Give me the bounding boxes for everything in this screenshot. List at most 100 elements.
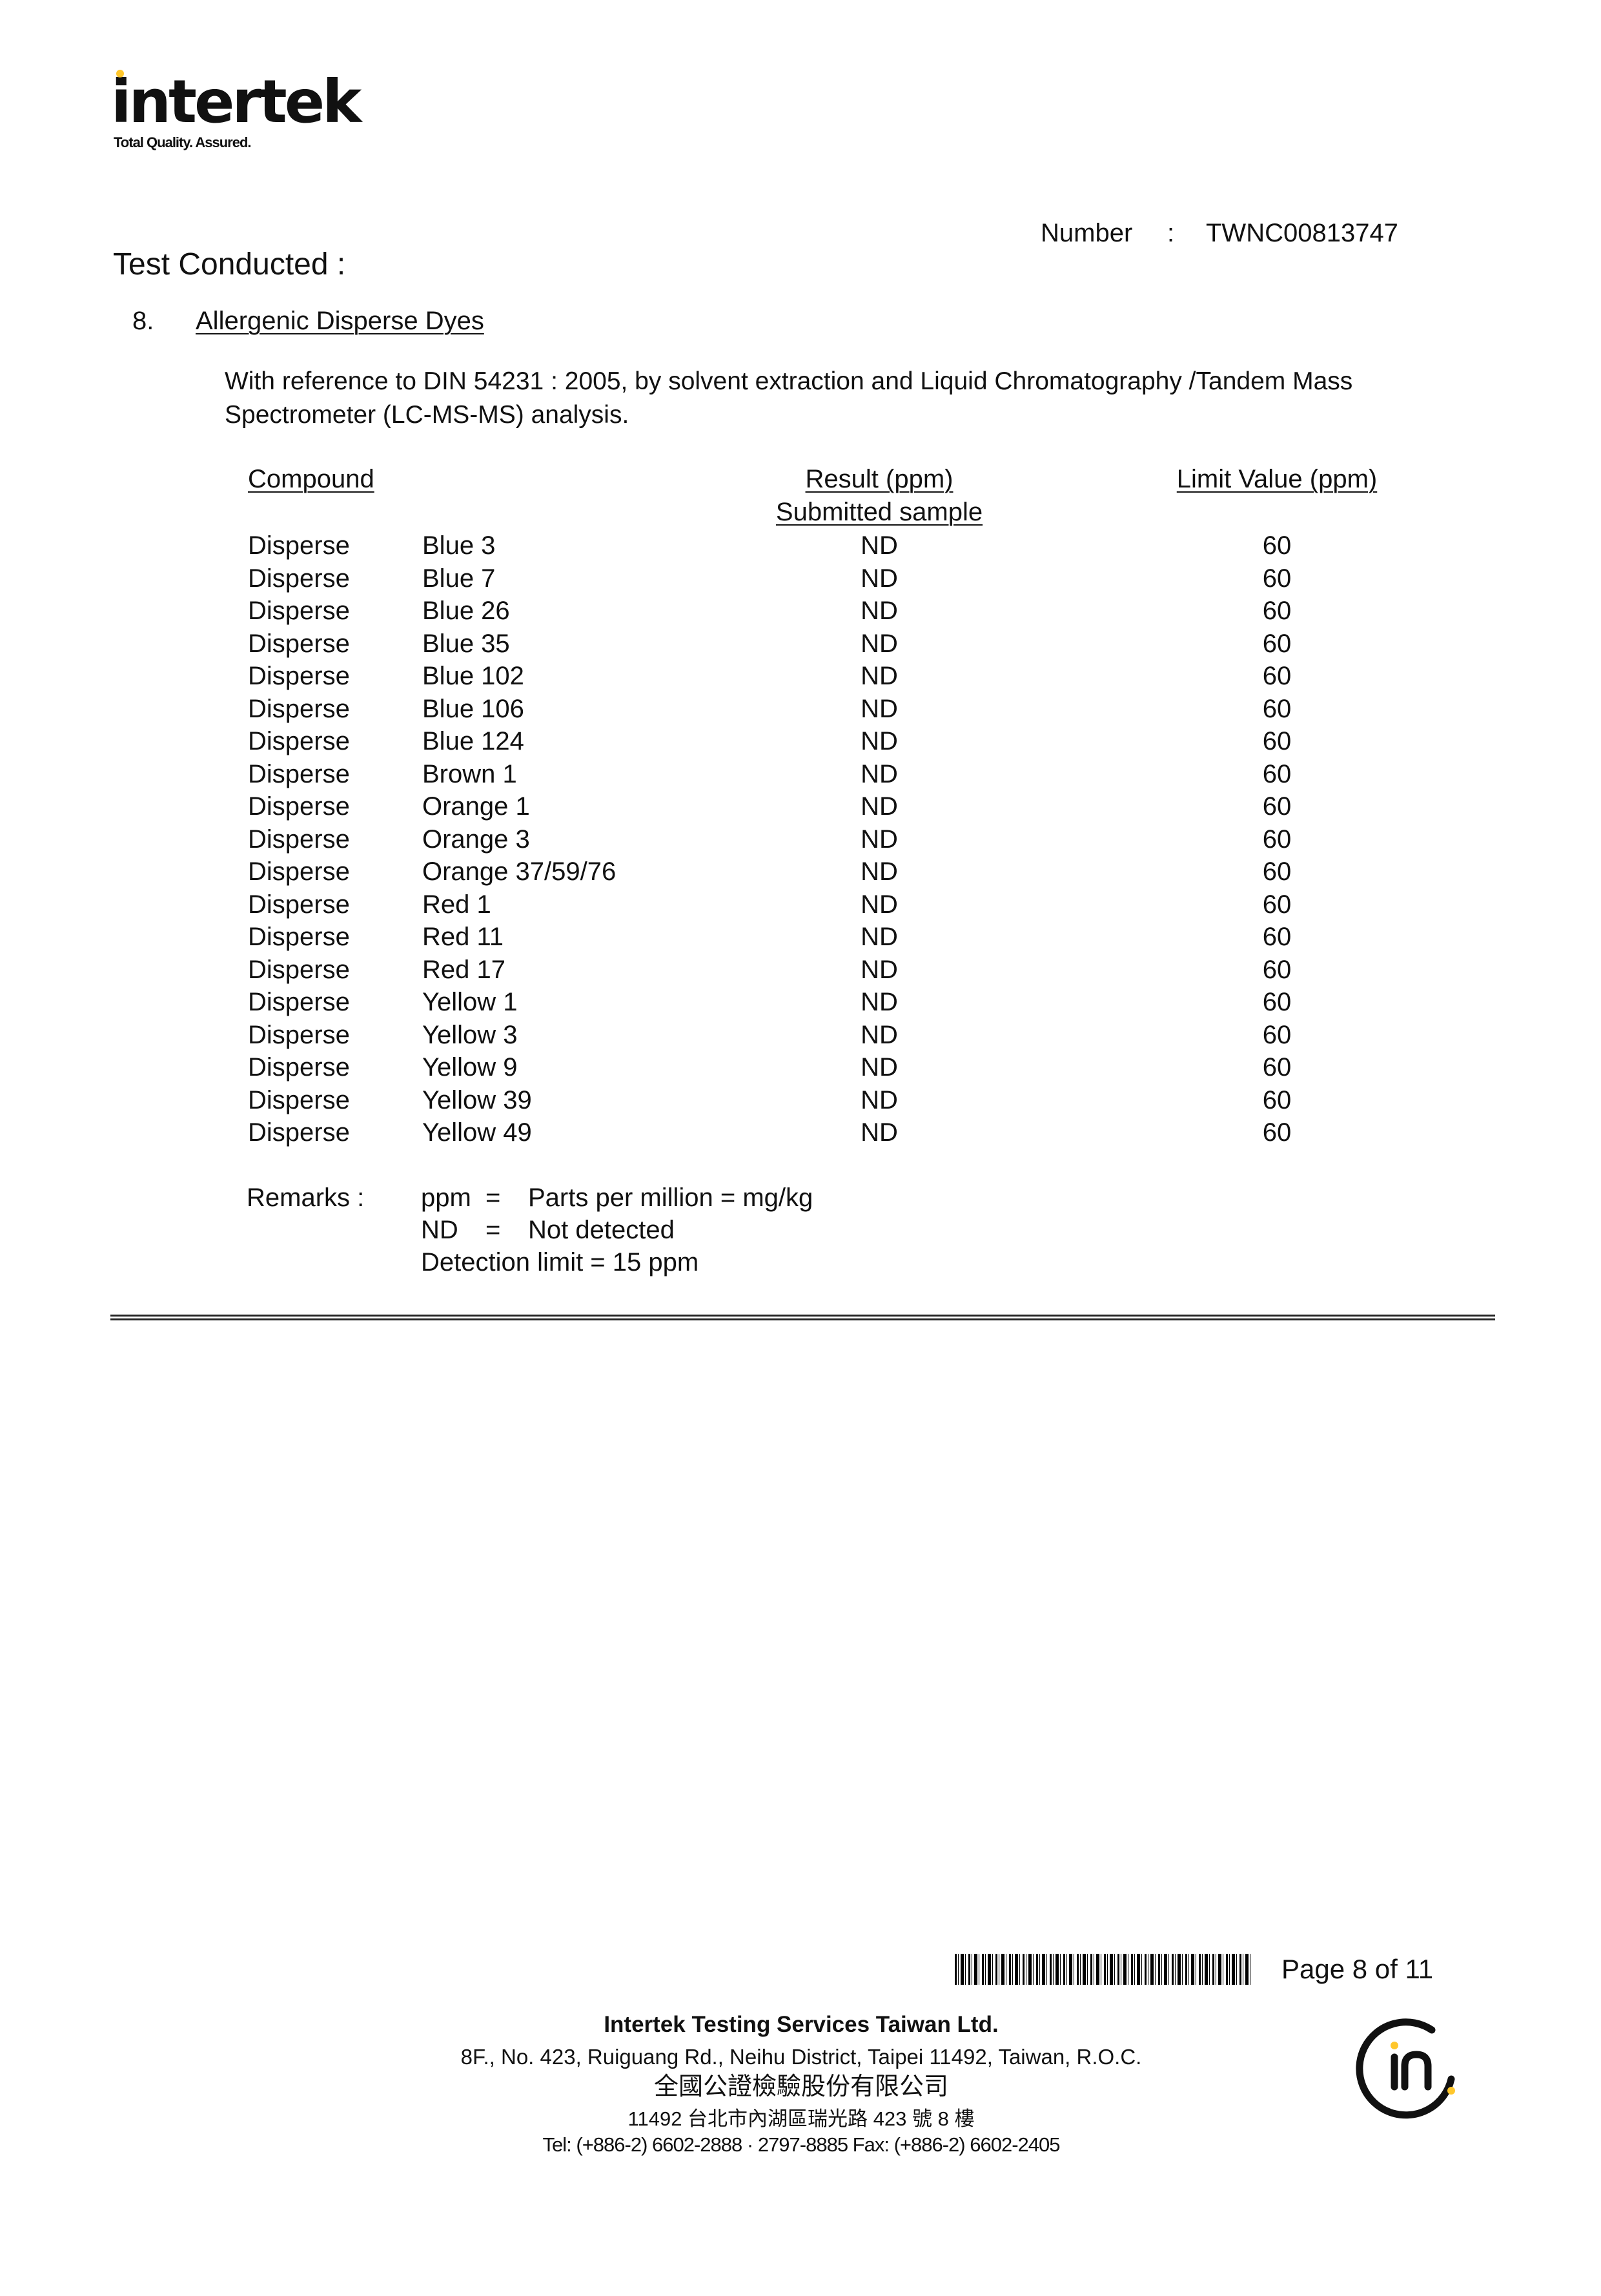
compound-name: Blue 124 [422,727,524,755]
compound-name: Yellow 3 [422,1020,518,1049]
col-header-result-sub: Submitted sample [775,498,983,526]
barcode [955,1954,1251,1985]
limit-value: 60 [1262,629,1292,658]
limit-value: 60 [1262,662,1292,690]
compound-name: Yellow 39 [422,1085,532,1114]
remark-detection-limit: Detection limit = 15 ppm [421,1248,699,1276]
remark-nd-term: ND [421,1216,458,1244]
method-line-1: With reference to DIN 54231 : 2005, by s… [225,367,1353,395]
compound-class: Disperse [248,727,350,755]
limit-value: 60 [1262,1053,1292,1081]
result-value: ND [861,629,898,658]
report-number: TWNC00813747 [1206,219,1398,247]
limit-value: 60 [1262,1085,1292,1114]
compound-name: Orange 1 [422,792,530,821]
end-divider-2 [110,1318,1495,1320]
footer-company: Intertek Testing Services Taiwan Ltd. [604,2012,999,2037]
compound-class: Disperse [248,1020,350,1049]
limit-value: 60 [1262,923,1292,951]
report-number-sep: : [1167,219,1175,247]
compound-name: Brown 1 [422,759,517,788]
remark-nd-eq: = [485,1216,501,1244]
result-value: ND [861,759,898,788]
compound-class: Disperse [248,597,350,625]
compound-class: Disperse [248,531,350,560]
compound-class: Disperse [248,825,350,854]
report-number-label: Number [1041,219,1133,247]
result-value: ND [861,597,898,625]
compound-class: Disperse [248,955,350,984]
end-divider [110,1315,1495,1317]
logo-wordmark: intertek [111,67,362,136]
compound-class: Disperse [248,1053,350,1081]
remarks-label: Remarks : [247,1184,365,1212]
remark-nd-def: Not detected [528,1216,675,1244]
col-header-compound: Compound [248,465,374,493]
method-line-2: Spectrometer (LC-MS-MS) analysis. [225,401,629,429]
result-value: ND [861,1020,898,1049]
limit-value: 60 [1262,857,1292,886]
result-value: ND [861,694,898,723]
compound-class: Disperse [248,857,350,886]
col-header-result: Result (ppm) [805,465,953,493]
compound-name: Blue 26 [422,597,510,625]
compound-class: Disperse [248,792,350,821]
limit-value: 60 [1262,1020,1292,1049]
footer-address: 8F., No. 423, Ruiguang Rd., Neihu Distri… [460,2045,1142,2069]
result-value: ND [861,1085,898,1114]
compound-class: Disperse [248,694,350,723]
compound-class: Disperse [248,564,350,593]
footer-contact: Tel: (+886-2) 6602-2888 · 2797-8885 Fax:… [542,2133,1061,2156]
compound-class: Disperse [248,759,350,788]
compound-class: Disperse [248,923,350,951]
limit-value: 60 [1262,597,1292,625]
logo-tagline: Total Quality. Assured. [114,134,252,150]
col-header-limit: Limit Value (ppm) [1176,465,1378,493]
compound-class: Disperse [248,1118,350,1147]
intertek-logo: intertek Total Quality. Assured. [111,67,362,151]
intertek-badge-icon: in [1354,2014,1458,2122]
limit-value: 60 [1262,694,1292,723]
compound-name: Blue 3 [422,531,496,560]
result-value: ND [861,727,898,755]
result-value: ND [861,857,898,886]
limit-value: 60 [1262,531,1292,560]
limit-value: 60 [1262,955,1292,984]
page-number: Page 8 of 11 [1281,1954,1434,1984]
compound-class: Disperse [248,1085,350,1114]
compound-name: Yellow 49 [422,1118,532,1147]
limit-value: 60 [1262,727,1292,755]
result-value: ND [861,825,898,854]
remark-ppm-def: Parts per million = mg/kg [528,1184,813,1212]
remark-ppm-term: ppm [421,1184,471,1212]
result-value: ND [861,923,898,951]
compound-name: Orange 37/59/76 [422,857,617,886]
result-value: ND [861,955,898,984]
compound-class: Disperse [248,629,350,658]
result-value: ND [861,564,898,593]
compound-name: Blue 35 [422,629,510,658]
result-value: ND [861,1118,898,1147]
result-value: ND [861,662,898,690]
section-index: 8. [132,307,154,335]
compound-class: Disperse [248,662,350,690]
result-value: ND [861,1053,898,1081]
compound-name: Red 11 [422,923,504,951]
compound-class: Disperse [248,988,350,1016]
compound-name: Orange 3 [422,825,530,854]
remark-ppm-eq: = [485,1184,501,1212]
section-title: Allergenic Disperse Dyes [196,307,484,335]
logo-dot [116,70,124,77]
compound-name: Yellow 9 [422,1053,518,1081]
limit-value: 60 [1262,890,1292,919]
limit-value: 60 [1262,825,1292,854]
footer-company-zh: 全國公證檢驗股份有限公司 [653,2073,949,2100]
limit-value: 60 [1262,564,1292,593]
limit-value: 60 [1262,1118,1292,1147]
limit-value: 60 [1262,988,1292,1016]
compound-name: Blue 106 [422,694,524,723]
compound-name: Red 17 [422,955,505,984]
limit-value: 60 [1262,792,1292,821]
compound-name: Red 1 [422,890,491,919]
result-value: ND [861,890,898,919]
